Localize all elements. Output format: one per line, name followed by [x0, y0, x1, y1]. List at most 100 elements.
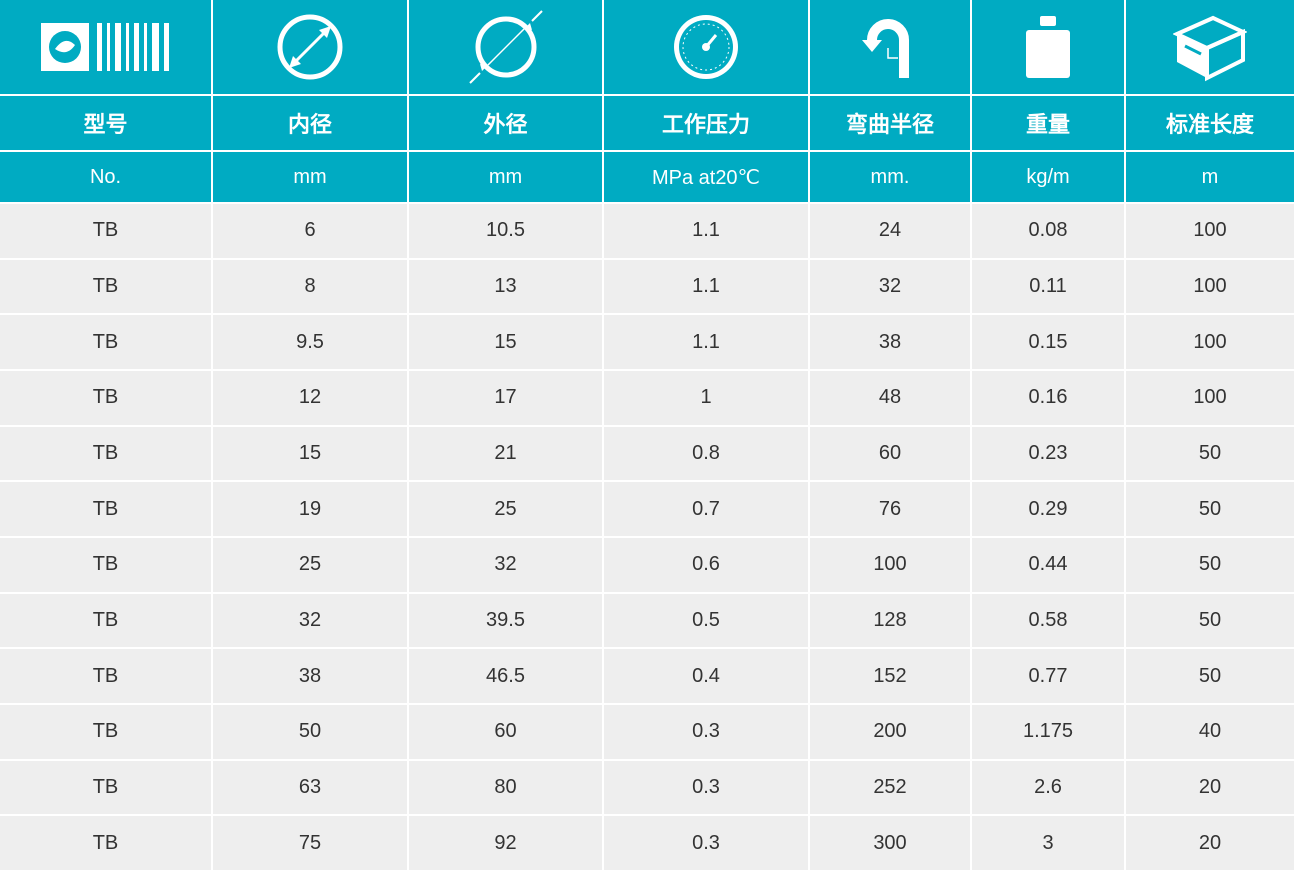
table-cell: 0.8	[604, 426, 808, 481]
table-cell: TB	[0, 538, 211, 592]
table-cell: 0.08	[972, 204, 1124, 258]
table-cell: 128	[810, 593, 970, 648]
table-cell: 252	[810, 760, 970, 815]
table-cell: 1.175	[972, 705, 1124, 759]
table-cell: 1.1	[604, 204, 808, 258]
table-cell: 39.5	[409, 593, 602, 648]
table-cell: 3	[972, 816, 1124, 870]
pressure-icon	[604, 0, 808, 94]
column-header: 弯曲半径	[810, 96, 970, 150]
table-cell: 1.1	[604, 315, 808, 369]
column-unit: mm	[213, 152, 407, 202]
outer-diameter-icon	[409, 0, 602, 94]
table-cell: 40	[1126, 705, 1294, 759]
table-cell: 80	[409, 760, 602, 815]
table-cell: 100	[1126, 204, 1294, 258]
table-cell: 50	[213, 705, 407, 759]
table-cell: 0.44	[972, 538, 1124, 592]
table-cell: 200	[810, 705, 970, 759]
table-cell: 92	[409, 816, 602, 870]
table-cell: 2.6	[972, 760, 1124, 815]
table-cell: 100	[810, 538, 970, 592]
table-cell: 10.5	[409, 204, 602, 258]
table-cell: 100	[1126, 259, 1294, 314]
table-cell: 8	[213, 259, 407, 314]
column-header: 内径	[213, 96, 407, 150]
table-cell: 17	[409, 371, 602, 425]
table-cell: 50	[1126, 538, 1294, 592]
column-header: 外径	[409, 96, 602, 150]
column-header: 标准长度	[1126, 96, 1294, 150]
table-cell: 6	[213, 204, 407, 258]
table-cell: 100	[1126, 315, 1294, 369]
column-header: 型号	[0, 96, 211, 150]
table-cell: 0.58	[972, 593, 1124, 648]
table-cell: 152	[810, 649, 970, 703]
column-header: 工作压力	[604, 96, 808, 150]
column-unit: m	[1126, 152, 1294, 202]
table-cell: 63	[213, 760, 407, 815]
table-cell: 0.11	[972, 259, 1124, 314]
table-cell: 0.15	[972, 315, 1124, 369]
table-cell: TB	[0, 760, 211, 815]
table-cell: 0.77	[972, 649, 1124, 703]
bend-radius-icon	[810, 0, 970, 94]
table-cell: 0.6	[604, 538, 808, 592]
table-cell: 50	[1126, 426, 1294, 481]
table-cell: 13	[409, 259, 602, 314]
inner-diameter-icon	[213, 0, 407, 94]
table-cell: 0.3	[604, 760, 808, 815]
table-cell: 76	[810, 482, 970, 536]
table-cell: 0.7	[604, 482, 808, 536]
table-cell: TB	[0, 593, 211, 648]
table-cell: TB	[0, 204, 211, 258]
table-cell: 0.4	[604, 649, 808, 703]
table-cell: 0.3	[604, 816, 808, 870]
table-cell: TB	[0, 816, 211, 870]
table-cell: TB	[0, 426, 211, 481]
table-cell: TB	[0, 649, 211, 703]
column-unit: mm.	[810, 152, 970, 202]
column-unit: kg/m	[972, 152, 1124, 202]
table-cell: 1	[604, 371, 808, 425]
table-cell: 0.5	[604, 593, 808, 648]
table-cell: 32	[810, 259, 970, 314]
table-cell: 21	[409, 426, 602, 481]
table-cell: TB	[0, 315, 211, 369]
table-cell: 9.5	[213, 315, 407, 369]
table-cell: 38	[213, 649, 407, 703]
table-cell: TB	[0, 371, 211, 425]
length-icon	[1126, 0, 1294, 94]
table-cell: 0.16	[972, 371, 1124, 425]
table-cell: 75	[213, 816, 407, 870]
table-cell: TB	[0, 259, 211, 314]
weight-icon	[972, 0, 1124, 94]
table-cell: 0.29	[972, 482, 1124, 536]
table-cell: 50	[1126, 482, 1294, 536]
table-cell: TB	[0, 705, 211, 759]
table-cell: 19	[213, 482, 407, 536]
table-cell: 12	[213, 371, 407, 425]
table-cell: 1.1	[604, 259, 808, 314]
table-cell: 300	[810, 816, 970, 870]
table-cell: 60	[409, 705, 602, 759]
table-cell: TB	[0, 482, 211, 536]
table-cell: 25	[213, 538, 407, 592]
table-cell: 15	[213, 426, 407, 481]
table-cell: 32	[409, 538, 602, 592]
table-cell: 20	[1126, 816, 1294, 870]
table-cell: 0.23	[972, 426, 1124, 481]
table-cell: 50	[1126, 649, 1294, 703]
table-cell: 32	[213, 593, 407, 648]
column-unit: mm	[409, 152, 602, 202]
table-cell: 50	[1126, 593, 1294, 648]
table-cell: 48	[810, 371, 970, 425]
table-cell: 46.5	[409, 649, 602, 703]
table-cell: 15	[409, 315, 602, 369]
table-cell: 38	[810, 315, 970, 369]
table-cell: 24	[810, 204, 970, 258]
table-cell: 25	[409, 482, 602, 536]
table-cell: 60	[810, 426, 970, 481]
column-header: 重量	[972, 96, 1124, 150]
